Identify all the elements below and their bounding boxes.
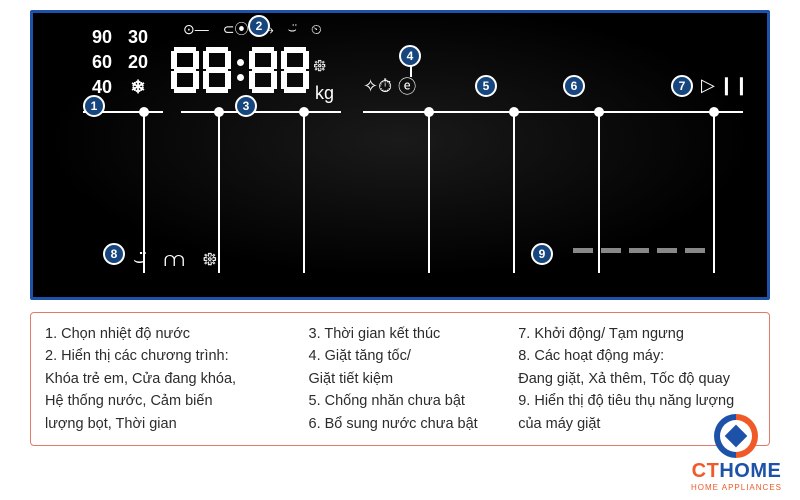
child-lock-icon: ⊙— [183,21,209,38]
temp-value: 90 [88,27,116,48]
temp-value: 60 [88,52,116,73]
pause-icon: ❙❙ [719,75,749,96]
callout-4: 4 [399,45,421,67]
seg-colon [235,47,245,93]
temp-value: 20 [124,52,152,73]
legend-col-1: 1. Chọn nhiệt độ nước 2. Hiển thị các ch… [45,323,293,435]
seg-digit [281,47,309,93]
connector-dot [299,107,309,117]
callout-7: 7 [671,75,693,97]
seg-digit [203,47,231,93]
appliance-display-panel: 90 30 60 20 40 ❄ ⊙— ⊂⦿ ⤳ ⌣̈ ⏲ ᪥ kg [30,10,770,300]
callout-3: 3 [235,95,257,117]
machine-activity-icons: ⌣̈ ⩋ ᪥ [133,245,217,276]
connector-dot [424,107,434,117]
connector-dot [214,107,224,117]
legend-col-2: 3. Thời gian kết thúc 4. Giặt tăng tốc/ … [309,323,503,435]
spin-icon: ᪥ [202,245,217,276]
logo-text-home: HOME [719,460,781,482]
brand-logo: CTHOME HOME APPLIANCES [691,414,782,492]
start-pause-control[interactable]: ▷ ❙❙ [701,75,749,96]
seven-segment-display [171,47,309,93]
play-icon: ▷ [701,75,715,96]
foam-icon: ⌣̈ [288,21,297,38]
speed-icon: ✧⏱ [363,76,392,97]
connector-dot [709,107,719,117]
connector-line [513,113,515,273]
legend-box: 1. Chọn nhiệt độ nước 2. Hiển thị các ch… [30,312,770,446]
energy-bar [573,248,705,253]
seg-digit [171,47,199,93]
connector-line [303,113,305,273]
connector-dot [139,107,149,117]
logo-mark-icon [714,414,758,458]
divider-line [181,111,341,113]
timer-icon: ⏲ [311,21,322,38]
callout-6: 6 [563,75,585,97]
door-lock-icon: ⊂⦿ [223,19,249,39]
logo-text-ct: CT [692,460,720,482]
temp-value: 30 [124,27,152,48]
connector-dot [594,107,604,117]
eco-speed-icons: ✧⏱ ⓔ [363,73,416,99]
connector-line [713,113,715,273]
callout-8: 8 [103,243,125,265]
callout-2: 2 [248,15,270,37]
kg-label: kg [315,83,334,104]
leader-line [410,65,412,77]
connector-line [218,113,220,273]
callout-5: 5 [475,75,497,97]
temperature-grid: 90 30 60 20 40 ❄ [88,27,152,98]
seg-digit [249,47,277,93]
eco-icon: ⓔ [398,73,416,99]
temp-cold-icon: ❄ [124,77,152,98]
connector-line [428,113,430,273]
spin-icon: ᪥ [313,53,326,81]
logo-tagline: HOME APPLIANCES [691,483,782,492]
wash-icon: ⌣̈ [133,249,146,272]
callout-1: 1 [83,95,105,117]
divider-line [363,111,743,113]
connector-dot [509,107,519,117]
rinse-icon: ⩋ [164,249,184,272]
callout-9: 9 [531,243,553,265]
